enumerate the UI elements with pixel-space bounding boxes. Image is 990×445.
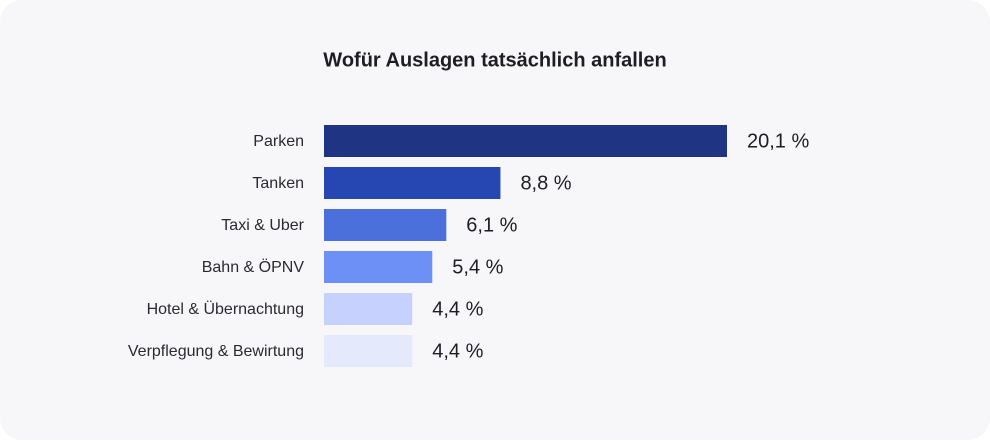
value-label: 4,4 % xyxy=(432,340,483,362)
bar xyxy=(324,125,727,157)
category-label: Bahn & ÖPNV xyxy=(202,258,305,276)
bar xyxy=(324,209,447,241)
value-label: 20,1 % xyxy=(747,130,809,152)
bar xyxy=(324,251,433,283)
value-label: 6,1 % xyxy=(466,214,517,236)
value-label: 4,4 % xyxy=(432,298,483,320)
bar xyxy=(324,167,501,199)
category-label: Hotel & Übernachtung xyxy=(147,300,304,318)
bar xyxy=(324,293,413,325)
category-label: Taxi & Uber xyxy=(221,217,304,234)
value-label: 5,4 % xyxy=(452,256,503,278)
category-label: Verpflegung & Bewirtung xyxy=(128,343,304,360)
chart-title: Wofür Auslagen tatsächlich anfallen xyxy=(323,49,666,71)
category-label: Tanken xyxy=(252,175,304,192)
category-label: Parken xyxy=(253,133,304,150)
value-label: 8,8 % xyxy=(520,172,571,194)
bar xyxy=(324,335,413,367)
